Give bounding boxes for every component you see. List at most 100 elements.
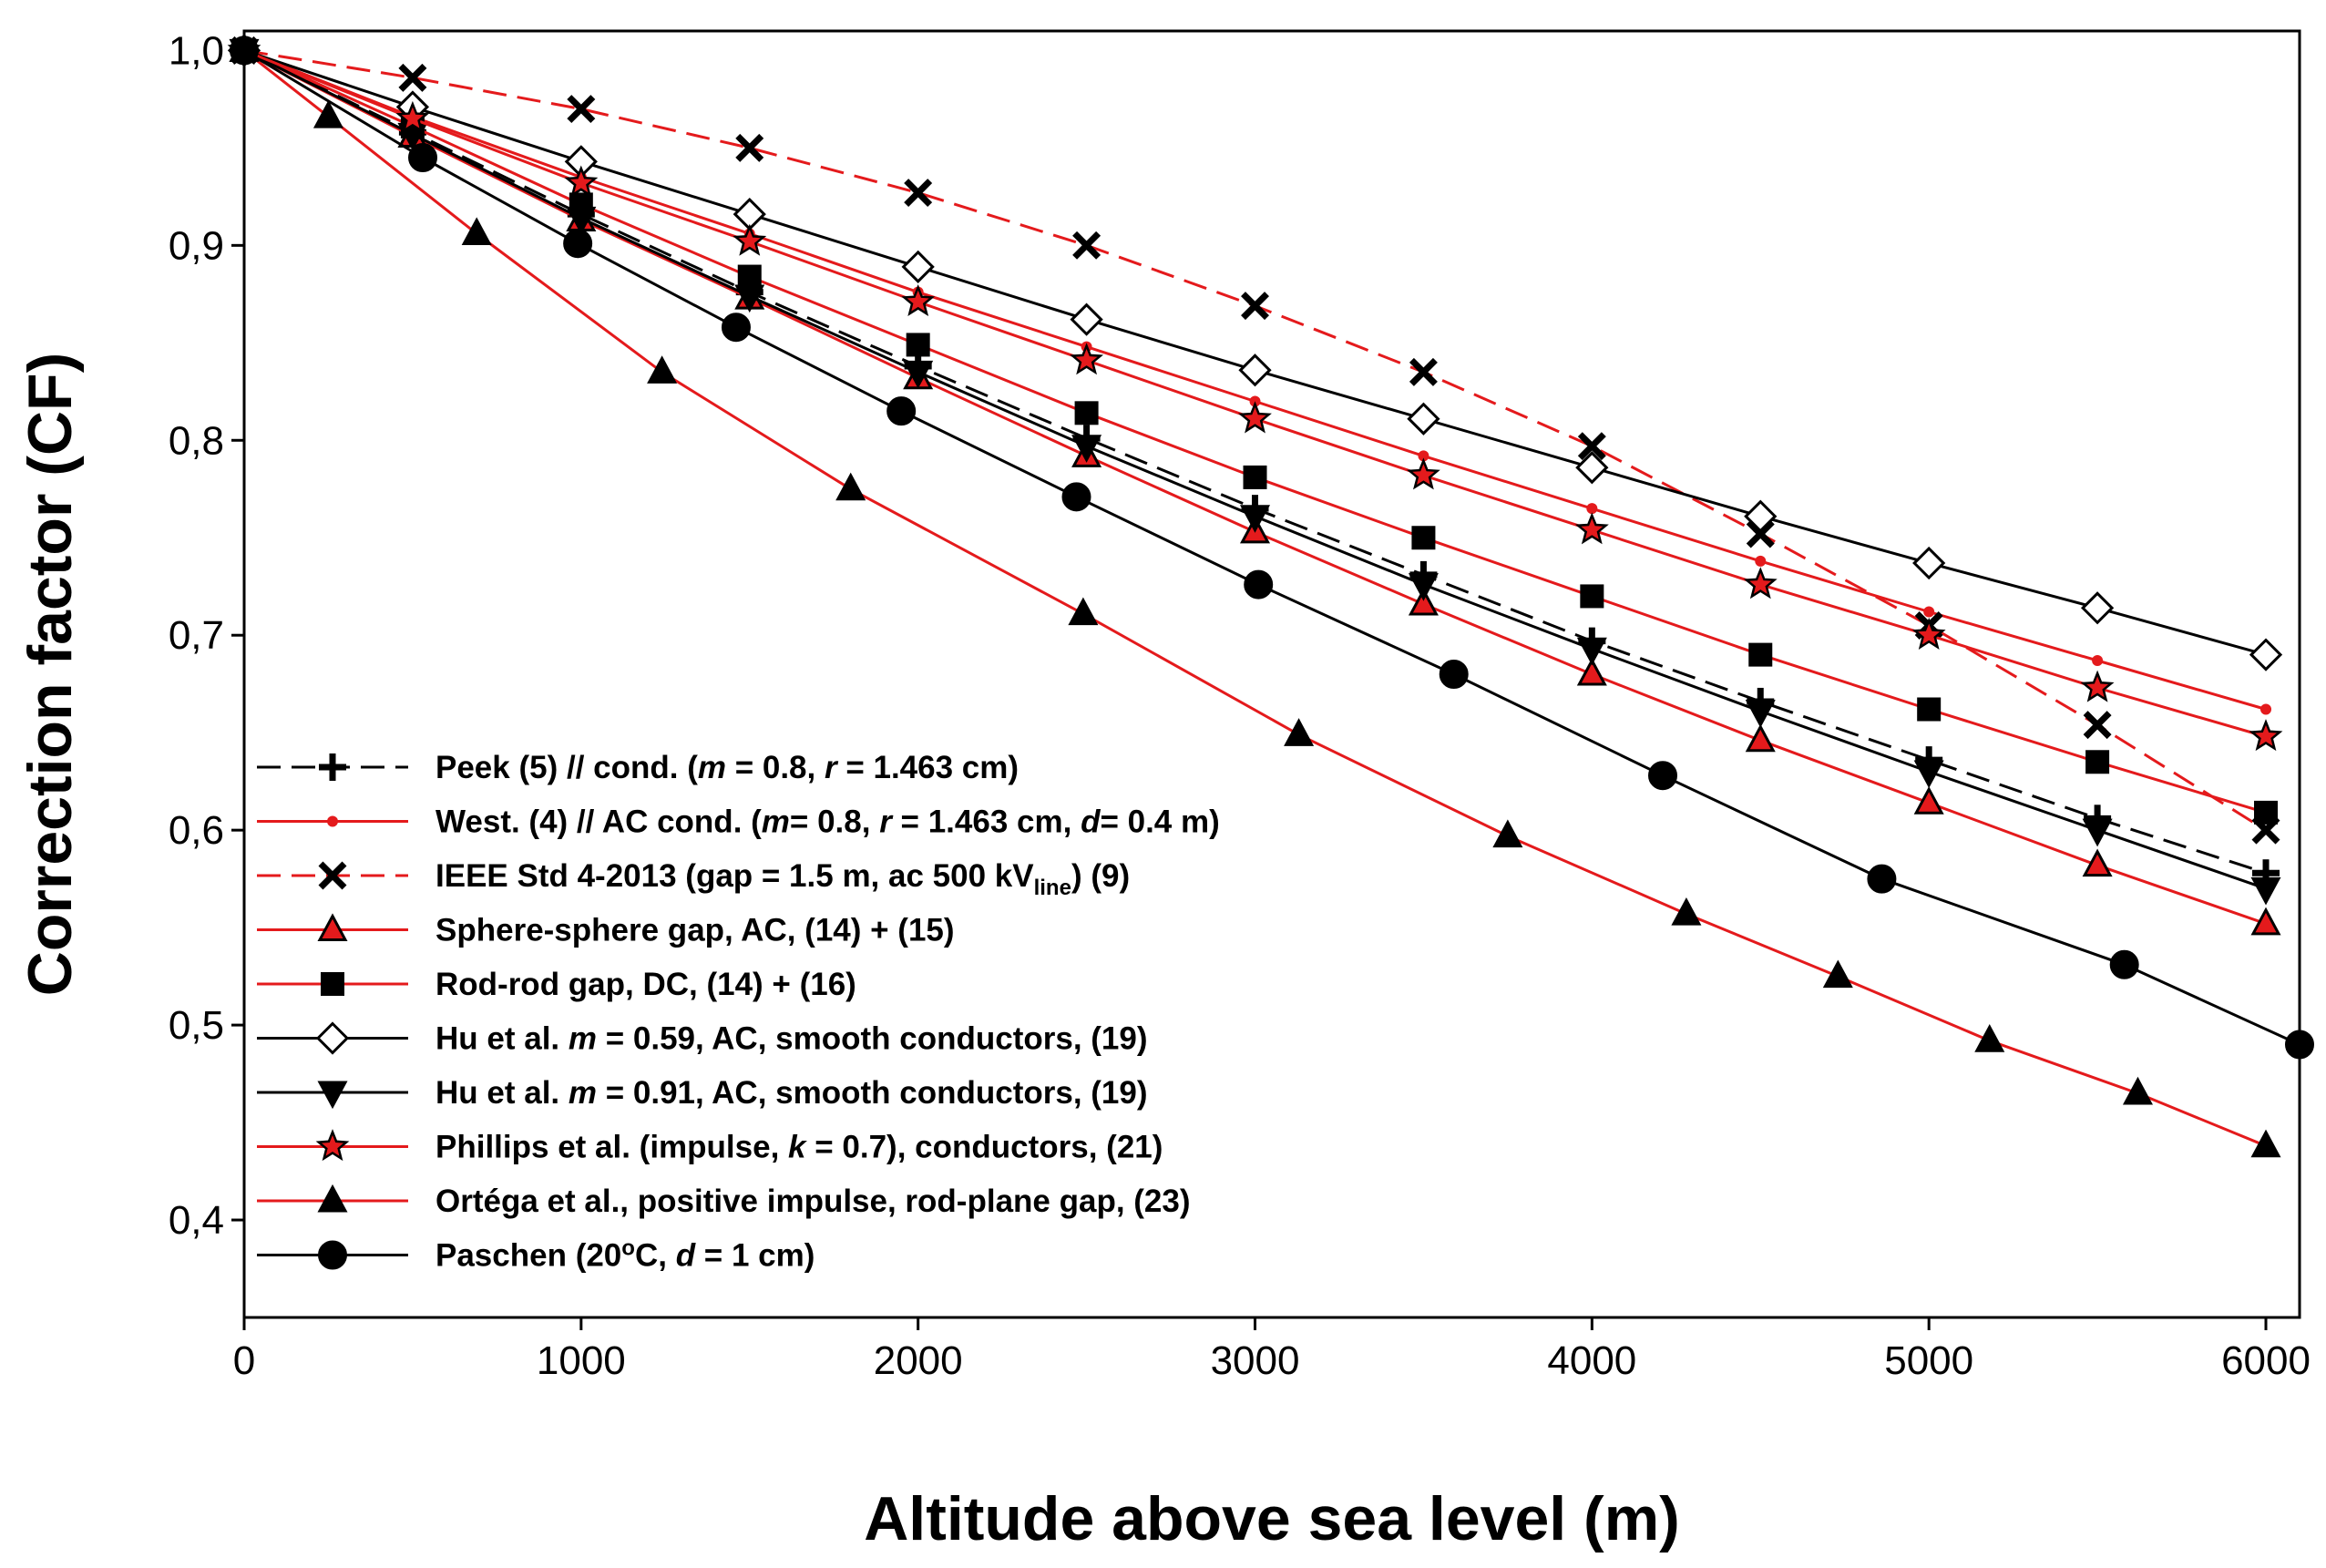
data-point — [1418, 450, 1429, 462]
data-point — [408, 143, 438, 173]
series-4 — [232, 38, 2279, 825]
data-point — [318, 861, 347, 890]
data-point — [906, 333, 930, 357]
data-point — [1755, 555, 1767, 567]
data-point — [327, 815, 338, 827]
x-axis-title: Altitude above sea level (m) — [864, 1484, 1680, 1553]
data-point — [1439, 660, 1469, 689]
data-point — [2082, 848, 2113, 877]
y-axis-title: Correction factor (CF) — [15, 353, 85, 996]
data-point — [1745, 700, 1776, 728]
legend-item: Hu et al. m = 0.91, AC, smooth conductor… — [257, 1075, 1148, 1111]
x-tick-label: 0 — [233, 1338, 255, 1383]
data-point — [461, 217, 492, 245]
data-point — [1974, 1024, 2005, 1052]
data-point — [2250, 876, 2281, 906]
legend-label: Ortéga et al., positive impulse, rod-pla… — [435, 1184, 1191, 1219]
plot-frame — [242, 29, 2301, 1319]
data-point — [2080, 591, 2115, 625]
data-point — [1408, 587, 1439, 616]
legend-item: Paschen (20oC, d = 1 cm) — [257, 1236, 815, 1274]
x-axis: 0 1000 2000 3000 4000 5000 6000 — [233, 1317, 2311, 1383]
data-point — [1574, 512, 1609, 545]
data-point — [734, 284, 765, 313]
y-tick-label: 1,0 — [169, 28, 224, 73]
data-point — [647, 355, 678, 384]
data-point — [2254, 800, 2279, 825]
data-point — [835, 472, 866, 501]
data-point — [395, 100, 430, 133]
legend-label: West. (4) // AC cond. (m= 0.8, r = 1.463… — [435, 804, 1220, 840]
data-point — [901, 284, 936, 317]
data-point — [1411, 526, 1436, 550]
data-point — [2092, 655, 2104, 667]
data-point — [317, 913, 348, 941]
series-7 — [227, 33, 2283, 752]
legend-label: IEEE Std 4-2013 (gap = 1.5 m, ac 500 kVl… — [435, 858, 1130, 900]
y-tick-label: 0,5 — [169, 1003, 224, 1048]
data-point — [1072, 231, 1102, 260]
data-point — [1576, 657, 1607, 686]
data-point — [1576, 637, 1607, 666]
data-point — [567, 95, 596, 124]
data-point — [2249, 638, 2283, 671]
data-point — [1238, 401, 1272, 434]
data-point — [1923, 606, 1935, 618]
legend-label: Phillips et al. (impulse, k = 0.7), cond… — [435, 1130, 1163, 1165]
data-point — [1074, 401, 1099, 425]
data-point — [2285, 1030, 2314, 1060]
legend-item: Rod-rod gap, DC, (14) + (16) — [257, 967, 856, 1002]
data-point — [1071, 435, 1102, 463]
data-point — [566, 206, 597, 235]
data-point — [1239, 505, 1271, 533]
series-8 — [229, 34, 2281, 1158]
data-point — [1243, 465, 1267, 489]
data-point — [1408, 573, 1439, 601]
y-tick-label: 0,9 — [169, 223, 224, 268]
data-point — [1913, 786, 1944, 815]
y-tick-label: 0,7 — [169, 613, 224, 658]
data-point — [1241, 292, 1269, 321]
data-point — [313, 99, 343, 128]
data-point — [1648, 761, 1678, 791]
data-point — [1070, 343, 1104, 375]
data-point — [315, 1129, 350, 1162]
series-9 — [230, 36, 2314, 1060]
legend-label: Hu et al. m = 0.91, AC, smooth conductor… — [435, 1075, 1148, 1111]
legend: Peek (5) // cond. (m = 0.8, r = 1.463 cm… — [257, 750, 1220, 1274]
data-point — [1744, 499, 1778, 533]
legend-label: Paschen (20oC, d = 1 cm) — [435, 1236, 815, 1274]
data-point — [1912, 546, 1946, 580]
data-point — [1746, 519, 1775, 548]
legend-item: Phillips et al. (impulse, k = 0.7), cond… — [257, 1129, 1163, 1165]
legend-item: Ortéga et al., positive impulse, rod-pla… — [257, 1184, 1191, 1219]
data-point — [317, 1081, 348, 1110]
data-point — [1917, 697, 1942, 722]
x-tick-label: 1000 — [537, 1338, 626, 1383]
data-point — [2085, 750, 2110, 774]
legend-item: Hu et al. m = 0.59, AC, smooth conductor… — [257, 1021, 1148, 1057]
x-tick-label: 3000 — [1211, 1338, 1300, 1383]
data-point — [903, 360, 934, 389]
data-point — [733, 223, 767, 256]
data-point — [317, 1184, 348, 1213]
series-line — [243, 49, 2300, 1046]
data-point — [564, 165, 599, 198]
data-point — [904, 179, 933, 208]
data-point — [1068, 597, 1099, 626]
data-point — [1238, 354, 1272, 387]
data-point — [735, 133, 764, 162]
data-point — [721, 313, 751, 343]
data-point — [886, 396, 917, 426]
y-tick-label: 0,8 — [169, 418, 224, 463]
data-point — [1492, 819, 1523, 848]
data-point — [2250, 1129, 2281, 1158]
legend-label: Rod-rod gap, DC, (14) + (16) — [435, 967, 856, 1002]
x-tick-label: 5000 — [1884, 1338, 1973, 1383]
x-tick-label: 2000 — [874, 1338, 963, 1383]
y-tick-label: 0,6 — [169, 808, 224, 853]
data-point — [1671, 897, 1702, 926]
data-point — [1577, 432, 1606, 461]
data-point — [1745, 723, 1776, 753]
